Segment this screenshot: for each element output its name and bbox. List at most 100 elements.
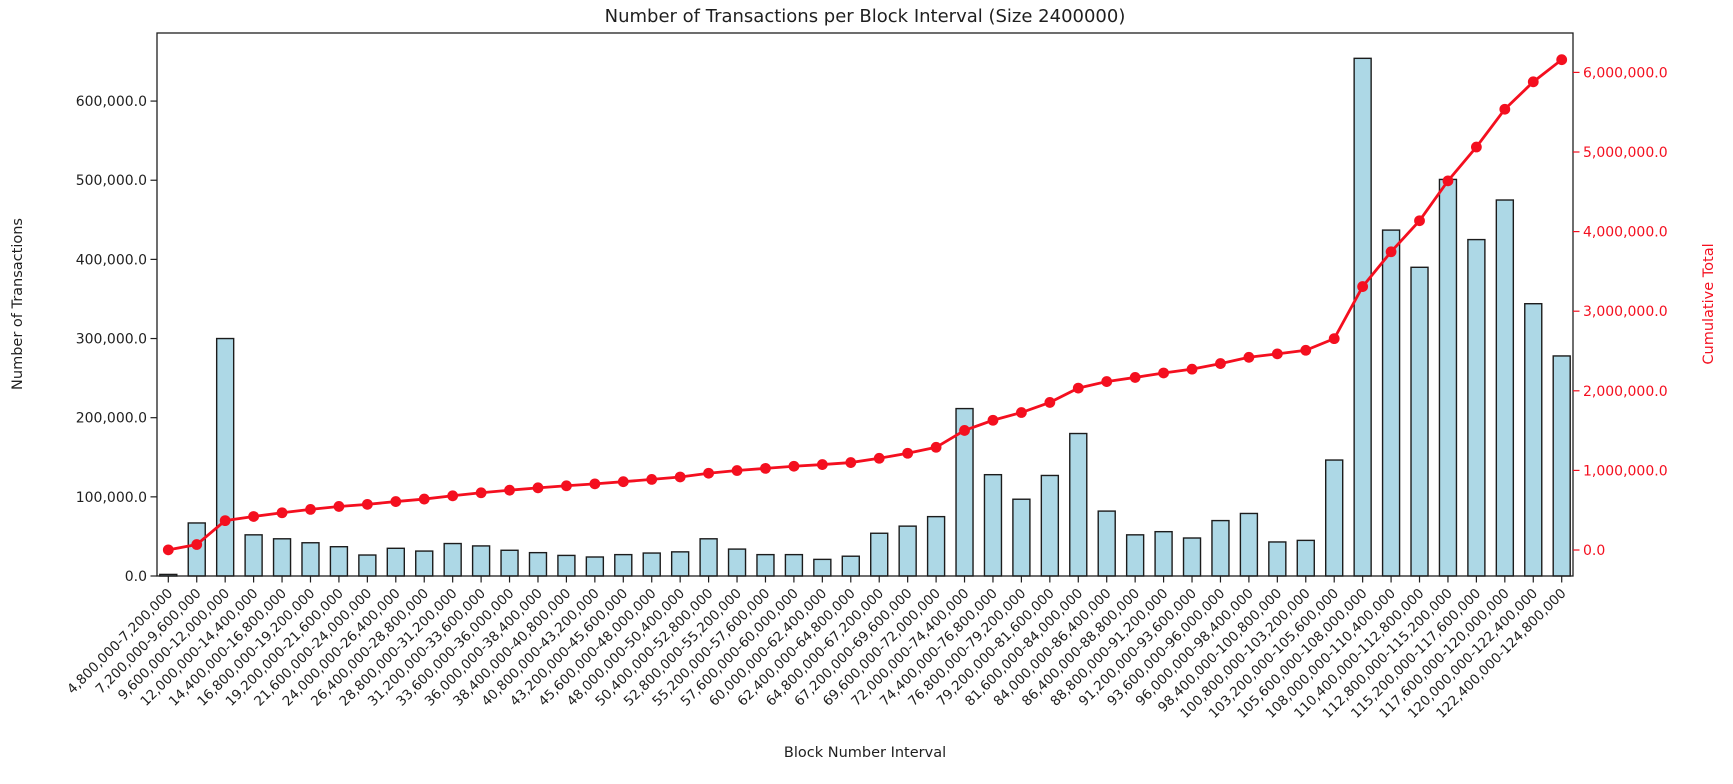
bar: [471, 545, 491, 577]
bar: [1495, 199, 1515, 577]
bar: [870, 532, 889, 577]
bar: [500, 549, 519, 577]
cumulative-line: [168, 58, 1563, 552]
right-y-axis-label: Cumulative Total: [1701, 243, 1717, 364]
line-marker: [305, 504, 316, 515]
right-y-tick-label: 1,000,000.0: [1583, 463, 1668, 479]
bar: [813, 558, 832, 577]
bar: [1097, 510, 1116, 577]
left-y-tick-label: 400,000.0: [76, 252, 147, 268]
line-marker: [1442, 175, 1454, 187]
line-marker: [390, 496, 402, 507]
bar: [386, 547, 405, 577]
bar: [841, 555, 860, 577]
bar: [699, 538, 718, 577]
line-marker: [1129, 372, 1141, 383]
line-marker: [760, 462, 771, 474]
bar: [727, 548, 747, 577]
line-marker: [1215, 358, 1226, 369]
bar: [1552, 355, 1571, 577]
bar: [415, 550, 434, 577]
bar: [585, 556, 605, 577]
line-marker: [504, 484, 515, 496]
line-marker: [248, 511, 260, 522]
bar: [756, 553, 775, 577]
line-marker: [617, 476, 629, 488]
left-y-axis-label: Number of Transactions: [10, 218, 26, 390]
right-y-tick-label: 4,000,000.0: [1583, 225, 1668, 241]
bar: [898, 525, 917, 577]
line-marker: [646, 473, 658, 485]
bar: [1069, 432, 1088, 577]
line-marker: [561, 480, 572, 492]
line-marker: [1328, 333, 1340, 345]
bar: [784, 553, 804, 577]
line-marker: [1186, 363, 1198, 375]
line-marker: [418, 493, 430, 505]
right-y-tick-label: 0.0: [1583, 543, 1605, 559]
line-marker: [1385, 246, 1397, 258]
line-marker: [930, 441, 942, 453]
bar: [301, 542, 320, 577]
bar: [358, 554, 377, 577]
line-marker: [873, 452, 885, 464]
plot-area: 0.0 100,000.0 200,000.0 300,000.0 400,000.0 5…: [64, 32, 1668, 722]
right-y-tick-label: 3,000,000.0: [1583, 304, 1668, 320]
bar: [1182, 537, 1202, 577]
line-marker: [191, 539, 203, 550]
left-y-tick-label: 300,000.0: [76, 332, 147, 348]
chart-title: Number of Transactions per Block Interva…: [605, 6, 1126, 27]
bar: [443, 542, 462, 577]
bar: [1467, 238, 1486, 577]
bar: [1239, 512, 1259, 577]
x-axis-label: Block Number Interval: [784, 745, 946, 761]
line-marker: [1158, 367, 1169, 379]
left-y-tick-label: 100,000.0: [76, 490, 147, 506]
line-marker: [276, 507, 288, 519]
bar: [1353, 57, 1372, 577]
line-marker: [902, 447, 914, 459]
line-marker: [1271, 348, 1283, 360]
bar: [1325, 459, 1344, 577]
left-y-tick-label: 0.0: [125, 569, 147, 585]
line-marker: [1101, 376, 1113, 387]
right-y-tick-label: 6,000,000.0: [1583, 65, 1668, 81]
bar: [1154, 530, 1173, 577]
left-y-tick-label: 200,000.0: [76, 411, 147, 427]
bar: [642, 552, 661, 577]
line-marker: [1243, 351, 1255, 363]
line-marker: [589, 478, 601, 490]
line-marker: [1470, 141, 1482, 153]
line-marker: [816, 459, 828, 470]
bar: [272, 538, 292, 577]
line-marker: [162, 544, 174, 556]
line-marker: [674, 471, 686, 483]
line-marker: [1414, 215, 1425, 227]
bar: [528, 551, 548, 577]
line-marker: [1300, 344, 1312, 356]
line-marker: [1499, 103, 1511, 115]
bar: [557, 554, 576, 577]
bar: [1012, 498, 1031, 577]
line-marker: [219, 515, 231, 527]
bar: [244, 534, 263, 577]
line-marker: [447, 490, 459, 502]
axes-spines: [156, 32, 1574, 577]
bar: [983, 473, 1003, 577]
line-marker: [475, 487, 487, 499]
line-marker: [333, 501, 345, 512]
bar: [1268, 541, 1287, 577]
bar: [1040, 474, 1060, 577]
right-y-tick-label: 2,000,000.0: [1583, 384, 1668, 400]
bar: [1524, 303, 1543, 577]
line-marker: [532, 482, 544, 494]
line-marker: [361, 498, 373, 510]
bar: [1381, 229, 1401, 577]
line-marker: [1556, 54, 1568, 66]
bar: [614, 553, 633, 577]
right-y-tick-label: 5,000,000.0: [1583, 145, 1668, 161]
line-marker: [1044, 397, 1056, 408]
line-marker: [987, 414, 999, 426]
